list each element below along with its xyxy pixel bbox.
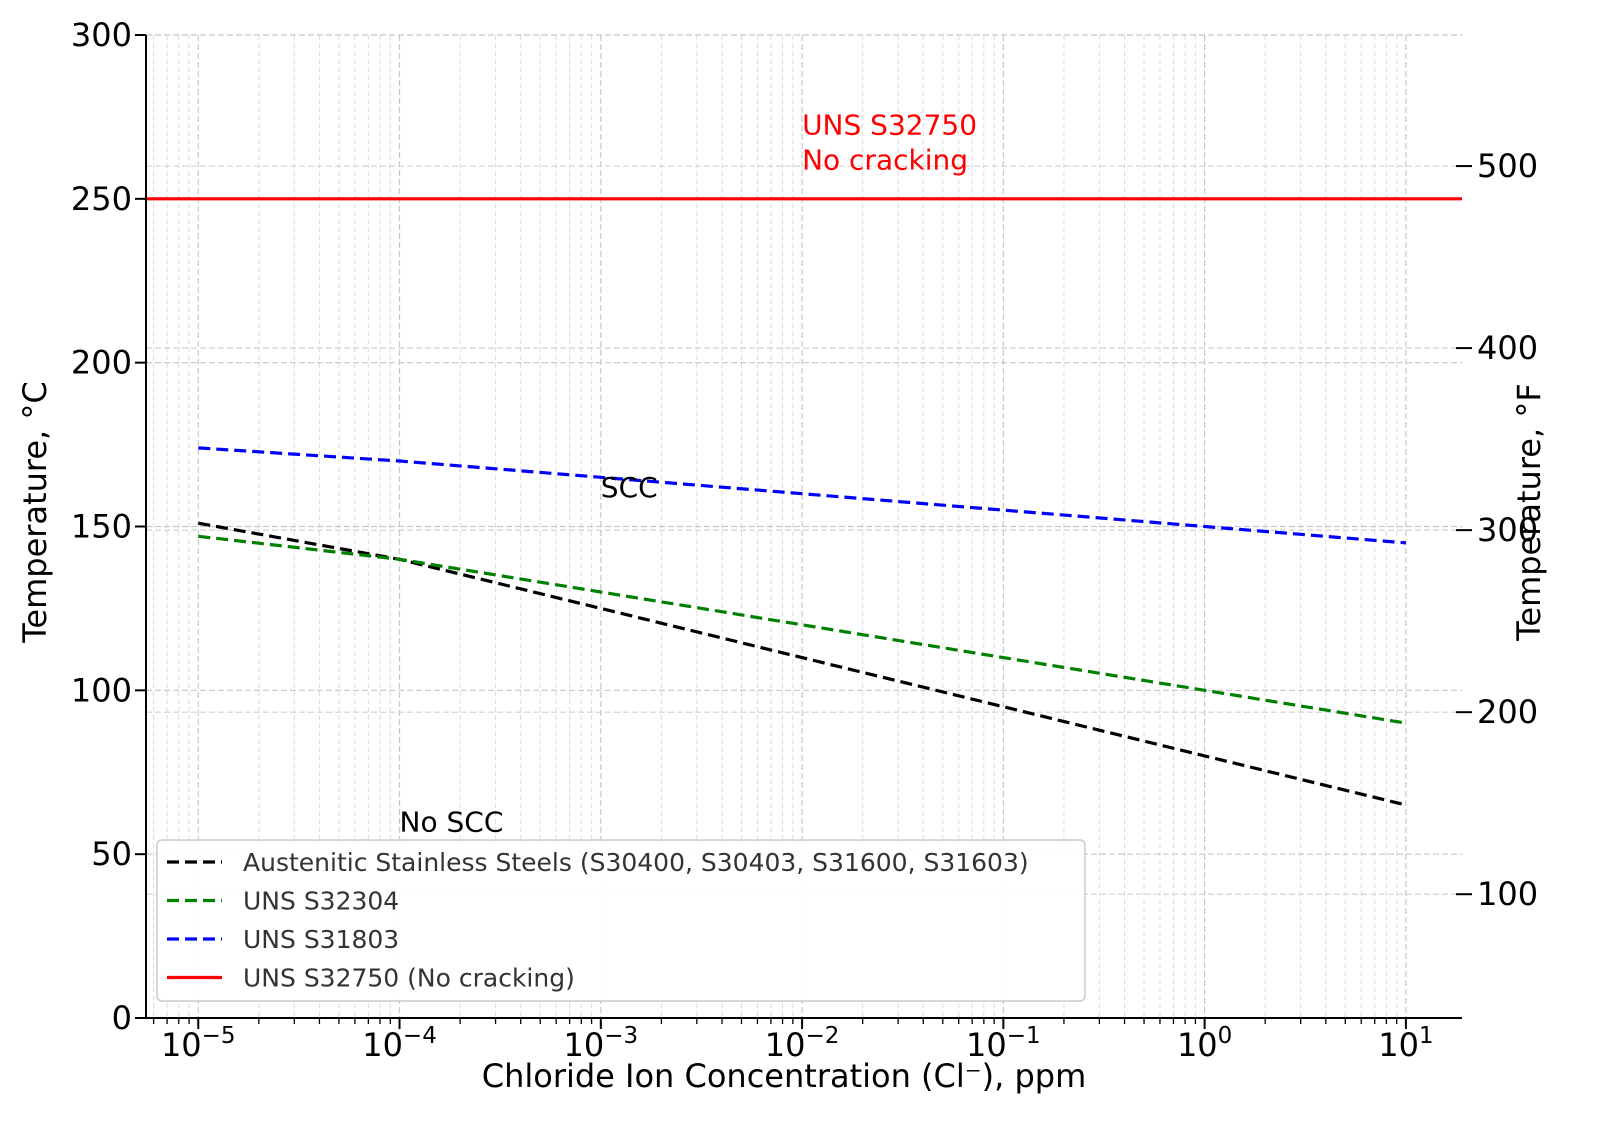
y-tick-label: 200 xyxy=(71,344,132,382)
y2-tick-label: 100 xyxy=(1477,875,1538,913)
y-tick-label: 150 xyxy=(71,508,132,546)
x-axis-label: Chloride Ion Concentration (Cl⁻), ppm xyxy=(482,1057,1087,1095)
x-tick-label: 10−1 xyxy=(966,1023,1041,1064)
x-tick-label: 100 xyxy=(1177,1023,1232,1064)
x-tick-label: 10−3 xyxy=(563,1023,638,1064)
annotation-uns-s32750: UNS S32750 No cracking xyxy=(802,109,977,177)
y2-tick-label: 200 xyxy=(1477,693,1538,731)
legend-label-0: Austenitic Stainless Steels (S30400, S30… xyxy=(243,848,1029,877)
ticks: 10−5 10−4 10−3 10−2 10−1 100 101 0 50 100 150 200 25… xyxy=(71,16,1538,1064)
legend-label-3: UNS S32750 (No cracking) xyxy=(243,964,575,993)
legend: Austenitic Stainless Steels (S30400, S30… xyxy=(156,839,1086,1002)
series-line-1 xyxy=(198,534,1407,725)
series-line-2 xyxy=(198,446,1407,545)
y-tick-label: 100 xyxy=(71,671,132,709)
annotation-no-scc: No SCC xyxy=(400,805,504,838)
x-tick-label: 10−4 xyxy=(362,1023,437,1064)
x-tick-label: 101 xyxy=(1378,1023,1433,1064)
y-axis-label: Temperature, °C xyxy=(16,381,54,643)
y2-tick-label: 300 xyxy=(1477,511,1538,549)
annotations: UNS S32750 No cracking SCC No SCC xyxy=(400,109,978,839)
x-tick-label: 10−2 xyxy=(765,1023,840,1064)
y-tick-label: 0 xyxy=(112,999,132,1037)
series-layer xyxy=(146,197,1462,807)
legend-label-2: UNS S31803 xyxy=(243,925,399,954)
y-tick-label: 300 xyxy=(71,16,132,54)
legend-label-1: UNS S32304 xyxy=(243,887,399,916)
y2-axis-label: Temperature, °F xyxy=(1510,383,1548,641)
y-tick-label: 50 xyxy=(91,835,132,873)
annotation-scc: SCC xyxy=(601,471,658,504)
x-tick-label: 10−5 xyxy=(161,1023,236,1064)
y2-tick-label: 500 xyxy=(1477,147,1538,185)
legend-box xyxy=(156,839,1086,1002)
y-tick-label: 250 xyxy=(71,180,132,218)
y2-tick-label: 400 xyxy=(1477,329,1538,367)
